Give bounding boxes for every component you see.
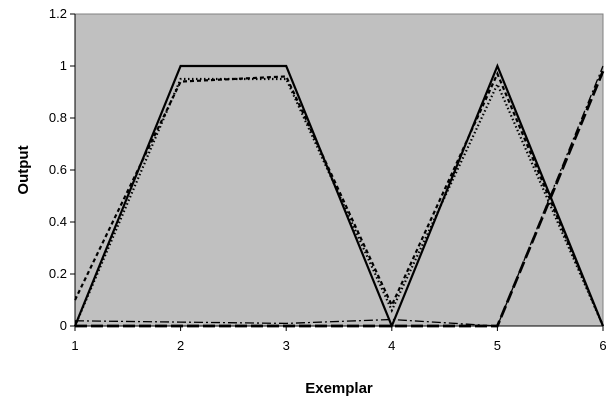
series-line-long-dash — [75, 70, 605, 328]
y-tick-label: 0 — [60, 318, 67, 333]
y-axis-title: Output — [15, 145, 32, 194]
series-group — [73, 63, 605, 329]
y-tick-label: 0.4 — [49, 214, 67, 229]
x-tick-label: 6 — [599, 338, 606, 353]
x-tick-label: 2 — [177, 338, 184, 353]
y-tick-label: 0.6 — [49, 162, 67, 177]
x-axis: 1 2 3 4 5 6 — [71, 325, 607, 353]
x-axis-title: Exemplar — [305, 380, 373, 397]
x-tick-label: 5 — [494, 338, 501, 353]
x-tick-label: 3 — [283, 338, 290, 353]
series-line-dash-dot — [74, 65, 604, 327]
y-axis: 0 0.2 0.4 0.6 0.8 1 1.2 — [49, 6, 76, 333]
x-tick-label: 1 — [71, 338, 78, 353]
series-line-solid — [73, 63, 605, 329]
y-tick-label: 0.2 — [49, 266, 67, 281]
y-tick-label: 1.2 — [49, 6, 67, 21]
series-line-dotted — [73, 77, 605, 327]
plot-area — [74, 13, 604, 327]
x-tick-label: 4 — [388, 338, 395, 353]
y-tick-label: 1 — [60, 58, 67, 73]
y-tick-label: 0.8 — [49, 110, 67, 125]
